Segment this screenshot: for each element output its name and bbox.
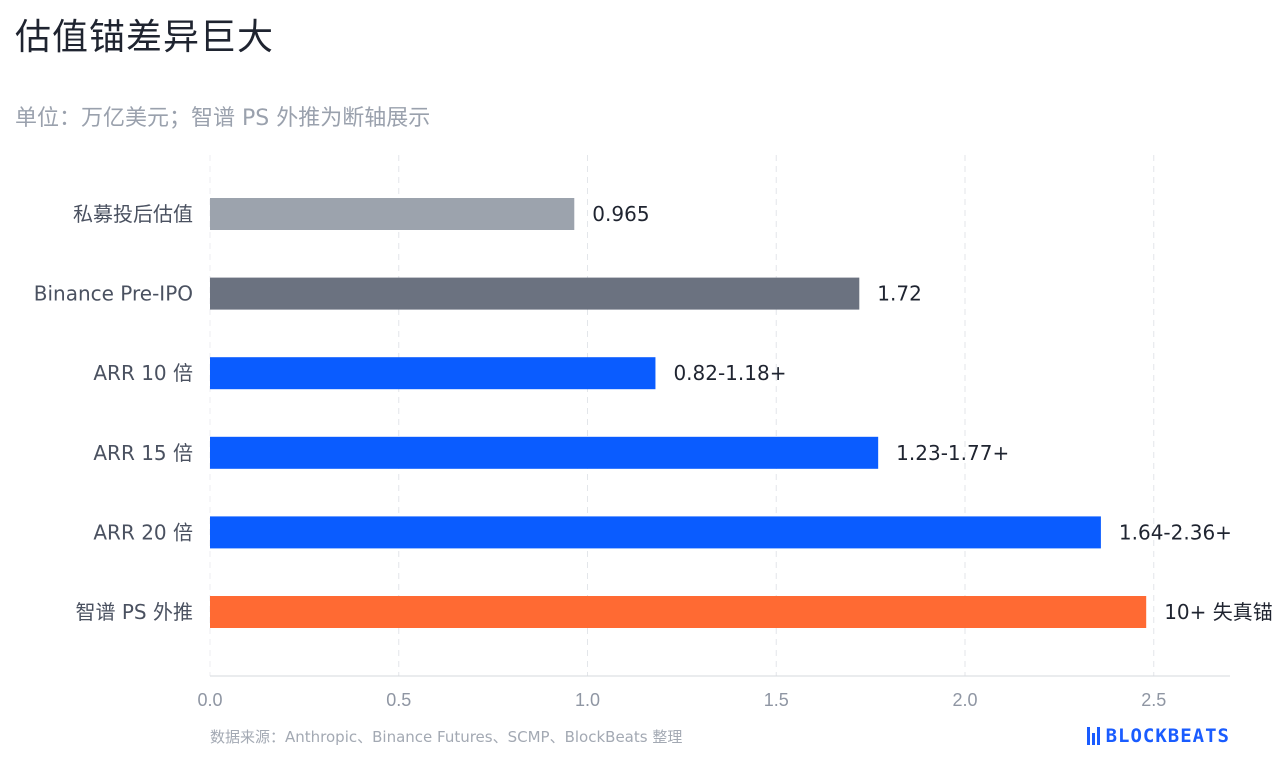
data-label: 1.72 xyxy=(877,282,922,306)
bars xyxy=(210,198,1147,628)
category-labels: 私募投后估值 Binance Pre-IPO ARR 10 倍 ARR 15 倍 ARR… xyxy=(34,202,193,624)
data-label: 0.82-1.18+ xyxy=(673,361,786,385)
data-label: 10+ 失真锚 xyxy=(1164,600,1273,624)
bar xyxy=(210,357,656,390)
bar xyxy=(210,436,879,469)
x-tick-label: 1.5 xyxy=(764,690,789,710)
bar xyxy=(210,516,1101,549)
data-labels: 0.965 1.72 0.82-1.18+ 1.23-1.77+ 1.64-2.36+ 1… xyxy=(592,202,1272,624)
chart-subtitle: 单位：万亿美元；智谱 PS 外推为断轴展示 xyxy=(15,106,431,131)
x-tick-label: 0.0 xyxy=(197,690,222,710)
bar xyxy=(210,596,1147,628)
x-tick-label: 0.5 xyxy=(386,690,411,710)
blockbeats-logo: BLOCKBEATS xyxy=(1086,725,1230,747)
category-label: 智谱 PS 外推 xyxy=(76,600,193,624)
x-tick-label: 2.0 xyxy=(952,690,977,710)
x-tick-labels: 0.0 0.5 1.0 1.5 2.0 2.5 xyxy=(197,690,1166,710)
category-label: Binance Pre-IPO xyxy=(34,282,193,306)
data-label: 1.23-1.77+ xyxy=(896,441,1009,465)
x-tick-label: 2.5 xyxy=(1141,690,1166,710)
logo-mark-icon xyxy=(1086,727,1102,745)
logo-text: BLOCKBEATS xyxy=(1105,725,1230,747)
source-note: 数据来源：Anthropic、Binance Futures、SCMP、Bloc… xyxy=(210,728,683,746)
category-label: ARR 20 倍 xyxy=(93,520,193,544)
grid-lines xyxy=(209,155,1155,676)
x-tick-label: 1.0 xyxy=(575,690,600,710)
category-label: 私募投后估值 xyxy=(73,202,193,226)
bar xyxy=(210,198,575,230)
category-label: ARR 15 倍 xyxy=(93,441,193,465)
data-label: 1.64-2.36+ xyxy=(1119,520,1232,544)
chart-title: 估值锚差异巨大 xyxy=(15,17,275,58)
bar xyxy=(210,277,860,310)
category-label: ARR 10 倍 xyxy=(93,361,193,385)
data-label: 0.965 xyxy=(592,202,649,226)
